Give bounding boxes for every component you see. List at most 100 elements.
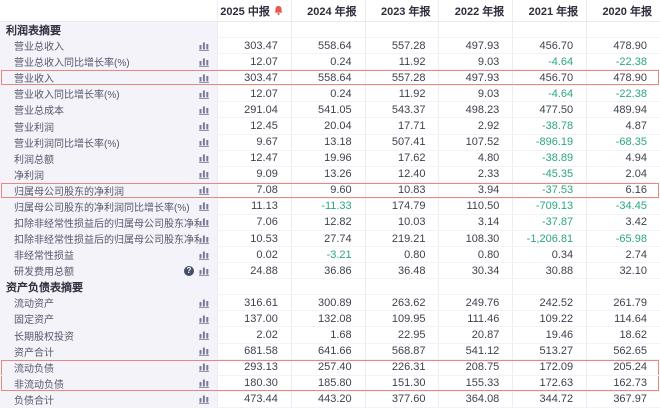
value-cell: 497.93 bbox=[439, 38, 514, 54]
value: 9.03 bbox=[477, 87, 500, 100]
bar-chart-icon[interactable] bbox=[199, 346, 210, 357]
value: 10.83 bbox=[397, 184, 426, 197]
bar-chart-icon[interactable] bbox=[199, 314, 210, 324]
row-label: 负债合计 bbox=[14, 395, 54, 407]
value: -68.35 bbox=[615, 136, 647, 149]
bar-chart-icon[interactable] bbox=[199, 266, 210, 276]
help-icon[interactable]: ? bbox=[184, 265, 194, 276]
bar-chart-icon[interactable] bbox=[199, 185, 210, 196]
row-icons bbox=[199, 250, 217, 260]
bar-chart-icon[interactable] bbox=[199, 73, 210, 83]
value: 9.03 bbox=[477, 55, 500, 68]
value: 0.02 bbox=[256, 248, 278, 261]
value-cell: 456.70 bbox=[513, 70, 588, 86]
value-cell: 641.66 bbox=[291, 343, 366, 359]
bar-chart-icon[interactable] bbox=[199, 121, 210, 131]
value: -65.98 bbox=[615, 232, 647, 245]
table-row: 利润总额 12.47 19.96 17.62 4.80 -38.89 4.94 bbox=[0, 150, 660, 167]
value-cell: 9.67 bbox=[218, 134, 292, 150]
value-cell: 3.14 bbox=[439, 214, 514, 231]
value: 562.65 bbox=[613, 345, 647, 358]
empty-cell bbox=[513, 22, 588, 38]
bar-chart-icon[interactable] bbox=[199, 250, 210, 260]
bar-chart-icon[interactable] bbox=[199, 201, 210, 212]
value: -37.87 bbox=[541, 216, 574, 229]
table-row: 营业总收入 303.47 558.64 557.28 497.93 456.70 478.9… bbox=[0, 38, 660, 55]
value-cell: 155.33 bbox=[439, 375, 514, 391]
value-cell: 12.07 bbox=[218, 86, 292, 102]
value-cell: 513.27 bbox=[513, 343, 588, 359]
column-header-label: 2024 年报 bbox=[307, 5, 357, 18]
value-cell: 20.04 bbox=[291, 118, 366, 134]
value-cell: 110.50 bbox=[439, 198, 514, 214]
value: 513.27 bbox=[539, 345, 574, 358]
bar-chart-icon[interactable] bbox=[199, 298, 210, 308]
row-icons bbox=[199, 137, 217, 148]
alert-bell-icon[interactable] bbox=[274, 5, 283, 16]
value: -37.53 bbox=[541, 184, 574, 197]
value-cell: 1.68 bbox=[291, 327, 366, 343]
bar-chart-icon[interactable] bbox=[199, 105, 210, 115]
value: 0.80 bbox=[404, 248, 426, 261]
value: 443.20 bbox=[318, 393, 352, 406]
value-cell: 507.41 bbox=[365, 134, 440, 150]
value-cell: 9.03 bbox=[439, 54, 514, 70]
bar-chart-icon[interactable] bbox=[199, 394, 210, 405]
bar-chart-icon[interactable] bbox=[199, 217, 210, 228]
bar-chart-icon[interactable] bbox=[199, 57, 210, 67]
value-cell: 478.90 bbox=[587, 70, 660, 86]
value-cell: 19.96 bbox=[291, 150, 366, 166]
value: 7.06 bbox=[256, 216, 278, 229]
row-label: 净利润 bbox=[14, 170, 44, 182]
value-cell: -37.87 bbox=[513, 214, 588, 231]
value: 541.05 bbox=[318, 103, 352, 116]
row-label: 归属母公司股东的净利润 bbox=[14, 186, 124, 198]
bar-chart-icon[interactable] bbox=[199, 137, 210, 148]
value: 137.00 bbox=[244, 312, 278, 325]
row-label: 非流动负债 bbox=[14, 379, 64, 391]
value: 30.88 bbox=[545, 264, 574, 277]
value: 11.13 bbox=[251, 200, 278, 213]
value-cell: 10.03 bbox=[365, 214, 440, 231]
value: 17.71 bbox=[397, 120, 426, 132]
bar-chart-icon[interactable] bbox=[199, 378, 210, 389]
column-header-label: 2022 年报 bbox=[454, 5, 505, 18]
value: 18.62 bbox=[619, 329, 647, 342]
bar-chart-icon[interactable] bbox=[199, 153, 210, 164]
column-header: 2022 年报 bbox=[439, 0, 514, 21]
value: 6.16 bbox=[625, 184, 647, 197]
value-cell: 261.79 bbox=[587, 295, 660, 311]
bar-chart-icon[interactable] bbox=[199, 89, 210, 99]
bar-chart-icon[interactable] bbox=[199, 330, 210, 341]
value-cell: 12.82 bbox=[291, 214, 366, 231]
value-cell: 12.47 bbox=[218, 150, 292, 166]
value-cell: 7.06 bbox=[218, 214, 292, 231]
value-cell: -22.38 bbox=[587, 86, 660, 102]
bar-chart-icon[interactable] bbox=[199, 362, 210, 373]
value-cell: 13.26 bbox=[291, 166, 366, 182]
value-cell: -37.53 bbox=[513, 182, 588, 198]
value-cell: 377.60 bbox=[365, 391, 440, 407]
value: 12.07 bbox=[250, 55, 278, 68]
row-icons bbox=[199, 185, 217, 196]
value-cell: 10.53 bbox=[218, 231, 292, 247]
section-header-row: 利润表摘要 bbox=[0, 22, 660, 39]
value: 0.34 bbox=[551, 248, 574, 261]
bar-chart-icon[interactable] bbox=[199, 41, 210, 51]
bar-chart-icon[interactable] bbox=[199, 169, 210, 180]
bar-chart-icon[interactable] bbox=[199, 234, 210, 244]
value: 2.02 bbox=[256, 329, 278, 342]
column-header: 2020 年报 bbox=[587, 0, 660, 21]
table-row: 归属母公司股东的净利润同比增长率(%) 11.13 -11.33 174.79 110.… bbox=[0, 198, 660, 215]
value-cell: 172.63 bbox=[513, 375, 588, 391]
value: 2.04 bbox=[625, 168, 647, 181]
value-cell: 12.07 bbox=[218, 54, 292, 70]
table-row: 流动负债 293.13 257.40 226.31 208.75 172.09 205.24 bbox=[0, 359, 660, 376]
row-icons bbox=[199, 362, 217, 373]
row-label-cell: 长期股权投资 bbox=[0, 327, 218, 343]
value-cell: 19.46 bbox=[513, 327, 588, 343]
value: 473.44 bbox=[244, 393, 278, 406]
value-cell: 9.09 bbox=[218, 166, 292, 182]
value: 3.42 bbox=[625, 216, 647, 229]
